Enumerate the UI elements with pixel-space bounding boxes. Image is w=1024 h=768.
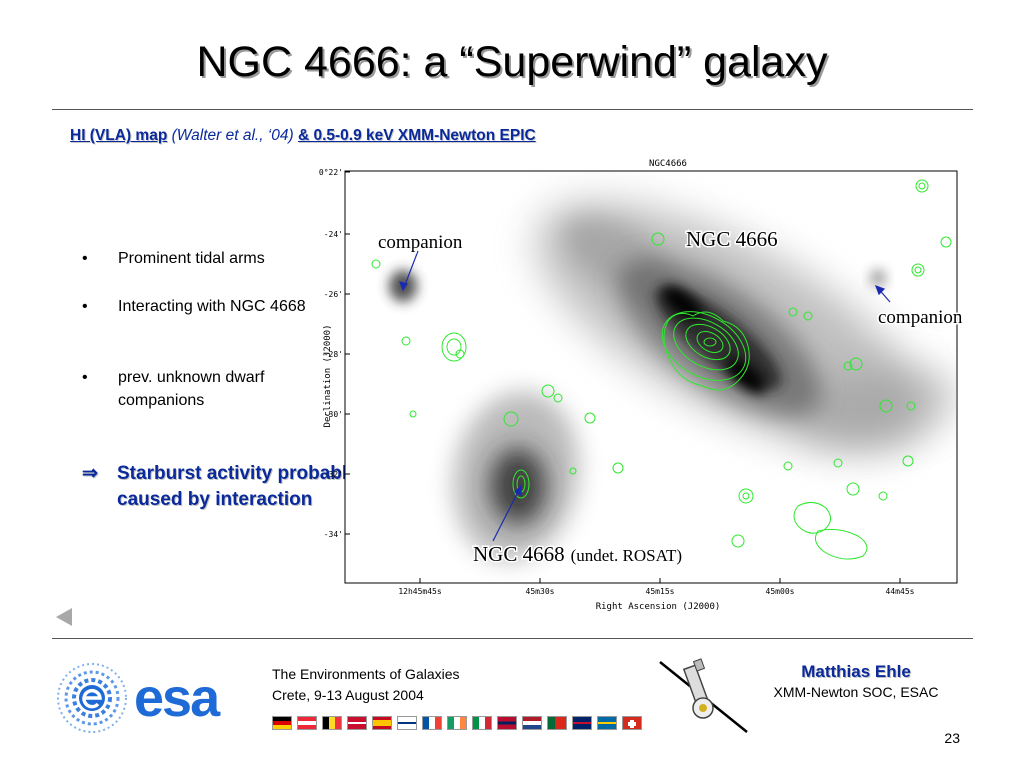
bottom-divider	[52, 638, 973, 639]
esa-logo-graphic: esa	[57, 663, 223, 733]
y-tick-label: -24'	[324, 230, 343, 239]
caption-reference: (Walter et al., ‘04)	[167, 127, 294, 144]
bullet-dot-icon: •	[82, 298, 88, 315]
y-axis-label: Declination (J2000)	[323, 325, 333, 428]
hi-map-figure: NGC4666	[314, 156, 978, 614]
xray-contours	[371, 179, 952, 560]
figure-caption: HI (VLA) map (Walter et al., ‘04) & 0.5-…	[70, 127, 536, 145]
flag-germany-icon	[272, 716, 292, 730]
previous-slide-button[interactable]	[56, 608, 72, 626]
bullet-text: Interacting with NGC 4668	[118, 298, 306, 315]
author-name: Matthias Ehle	[801, 662, 911, 681]
label-companion-left: companion	[378, 232, 463, 253]
flag-spain-icon	[372, 716, 392, 730]
xmm-satellite-icon	[655, 652, 755, 738]
author-affiliation: XMM-Newton SOC, ESAC	[773, 684, 939, 700]
annotation-arrows	[399, 250, 891, 542]
y-tick-label: -28'	[324, 350, 343, 359]
conference-info: The Environments of Galaxies Crete, 9-13…	[272, 664, 460, 706]
slide-title: NGC 4666: a “Superwind” galaxy	[196, 38, 828, 86]
y-tick-label: -30'	[324, 410, 343, 419]
flag-denmark-icon	[347, 716, 367, 730]
flag-ireland-icon	[447, 716, 467, 730]
bullet-text: Prominent tidal arms	[118, 250, 265, 267]
x-tick-label: 45m30s	[526, 587, 555, 596]
flag-france-icon	[422, 716, 442, 730]
conclusion-statement: Starburst activity probably caused by in…	[117, 463, 358, 510]
flag-switzerland-icon	[622, 716, 642, 730]
x-axis-label: Right Ascension (J2000)	[596, 602, 721, 612]
bullet-text: prev. unknown dwarf companions	[118, 369, 265, 409]
flag-austria-icon	[297, 716, 317, 730]
caption-xmm: & 0.5-0.9 keV XMM-Newton EPIC	[297, 127, 536, 144]
x-tick-label: 44m45s	[886, 587, 915, 596]
y-tick-label: -26'	[324, 290, 343, 299]
annotation-labels: companion NGC 4666 companion NGC 4668 (un…	[377, 226, 965, 568]
bullet-dot-icon: •	[82, 369, 88, 386]
flag-italy-icon	[472, 716, 492, 730]
bullet-dot-icon: •	[82, 250, 88, 267]
label-ngc4668: NGC 4668 (undet. ROSAT)	[473, 542, 682, 566]
plot-title: NGC4666	[649, 159, 687, 169]
x-axis: 12h45m45s 45m30s 45m15s 45m00s 44m45s Ri…	[398, 587, 914, 612]
y-tick-label: -0°22'	[318, 168, 343, 177]
conference-name: The Environments of Galaxies	[272, 666, 460, 682]
caption-hi-map: HI (VLA) map	[70, 127, 168, 144]
flag-finland-icon	[397, 716, 417, 730]
label-ngc4668-name: NGC 4668	[473, 542, 565, 566]
implies-arrow-icon: ⇒	[82, 463, 98, 484]
tick-marks	[345, 171, 901, 583]
page-number: 23	[944, 730, 960, 746]
x-tick-label: 45m00s	[766, 587, 795, 596]
label-companion-right: companion	[878, 307, 963, 328]
y-axis: -0°22' -24' -26' -28' -30' -32' -34' Dec…	[314, 168, 343, 539]
flag-uk-icon	[572, 716, 592, 730]
x-tick-label: 45m15s	[646, 587, 675, 596]
y-tick-label: -32'	[324, 470, 343, 479]
conference-dates: Crete, 9-13 August 2004	[272, 687, 424, 703]
y-tick-label: -34'	[324, 530, 343, 539]
flag-portugal-icon	[547, 716, 567, 730]
hi-map-svg: NGC4666	[314, 159, 965, 612]
esa-wordmark: esa	[134, 668, 221, 728]
top-divider	[52, 109, 973, 110]
hi-emission	[389, 201, 957, 561]
label-ngc4666: NGC 4666	[686, 227, 778, 251]
author-block: Matthias Ehle XMM-Newton SOC, ESAC	[740, 662, 972, 700]
label-ngc4668-note: (undet. ROSAT)	[571, 546, 682, 565]
flag-norway-icon	[497, 716, 517, 730]
member-flags	[272, 716, 642, 732]
esa-logo: esa	[52, 660, 272, 736]
flag-belgium-icon	[322, 716, 342, 730]
x-tick-label: 12h45m45s	[398, 587, 442, 596]
flag-sweden-icon	[597, 716, 617, 730]
flag-netherlands-icon	[522, 716, 542, 730]
